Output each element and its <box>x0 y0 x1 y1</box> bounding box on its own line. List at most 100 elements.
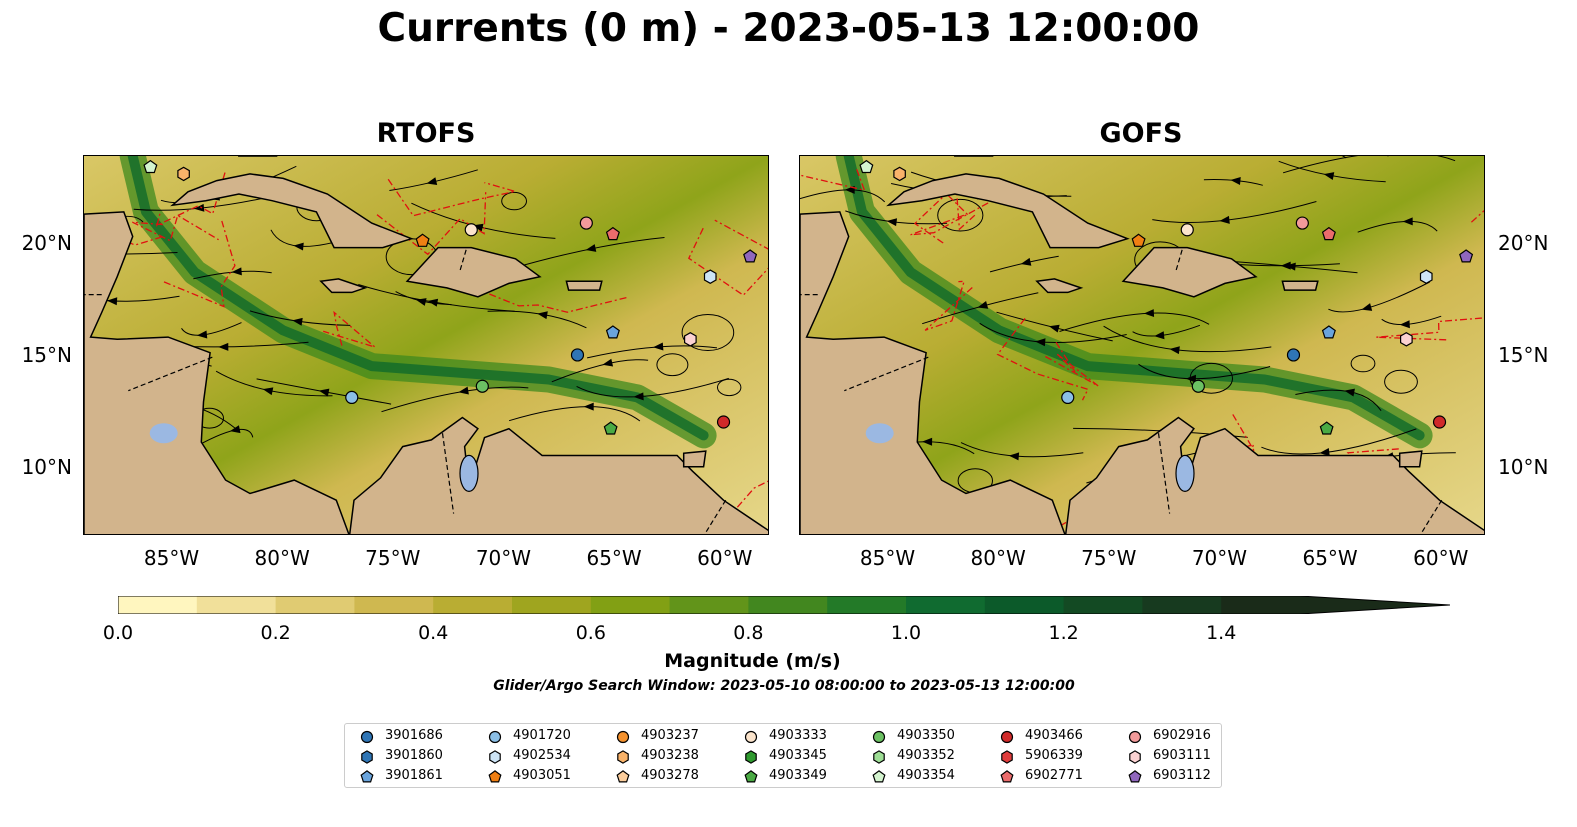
legend-label: 4903349 <box>769 768 827 783</box>
legend-label: 4903278 <box>641 768 699 783</box>
eez-line <box>156 172 226 227</box>
streamline-arrow <box>1399 320 1410 329</box>
legend-marker <box>616 730 630 744</box>
land-polygon <box>565 280 603 291</box>
streamline-arrow <box>1185 374 1196 383</box>
rtofs-map[interactable] <box>83 155 769 535</box>
land <box>800 156 1484 534</box>
y-tick-label-left: 15°N <box>21 343 72 368</box>
map-canvas <box>800 156 1484 534</box>
streamline-arrow <box>633 392 644 401</box>
country-border <box>704 499 727 534</box>
streamline-arrow <box>1008 452 1020 461</box>
land-polygon <box>319 278 368 294</box>
streamline-arrow <box>194 203 205 212</box>
eddie <box>501 191 528 211</box>
streamline-arrow <box>1035 338 1046 347</box>
colorbar-tick-label: 0.0 <box>102 622 134 644</box>
pentagon-icon <box>488 770 502 783</box>
hexagon-icon <box>489 750 501 764</box>
map-canvas <box>84 156 768 534</box>
eddie <box>656 353 689 377</box>
circle-icon <box>360 730 374 744</box>
gofs-map[interactable] <box>799 155 1485 535</box>
legend-marker <box>1128 730 1142 744</box>
colorbar-segment <box>1142 596 1222 614</box>
streamline-arrow <box>1143 309 1155 318</box>
lake-maracaibo <box>1175 454 1195 492</box>
float-4902534 <box>1419 269 1433 284</box>
colorbar-segment <box>196 596 277 614</box>
colorbar-segment <box>512 596 592 614</box>
circle-icon <box>616 730 630 744</box>
streamline-arrow <box>218 342 229 351</box>
streamline-arrow <box>1344 388 1355 397</box>
search-window-note: Glider/Argo Search Window: 2023-05-10 08… <box>493 678 1075 694</box>
country-border <box>1175 247 1184 271</box>
colorbar-segment <box>1221 596 1301 614</box>
streamline-arrow <box>585 244 597 252</box>
float-4903238 <box>177 166 190 182</box>
legend-marker <box>744 770 758 783</box>
streamline-arrow <box>1020 257 1032 266</box>
streamline-arrow <box>1154 331 1165 340</box>
legend-label: 4903350 <box>897 728 955 743</box>
legend-marker <box>873 750 885 764</box>
streamline-arrow <box>1285 262 1296 271</box>
legend-label: 5906339 <box>1025 748 1083 763</box>
streamline-arrow <box>231 267 242 276</box>
legend-label: 6902771 <box>1025 768 1083 783</box>
eddie <box>717 378 742 397</box>
float-markers <box>859 159 1474 435</box>
legend-marker <box>361 750 373 764</box>
float-4903051 <box>415 233 430 247</box>
float-legend: 3901686 3901860 3901861 4901720 4902534 49030… <box>344 723 1222 788</box>
float-6903112 <box>1459 249 1474 263</box>
streamline-arrow <box>1169 346 1180 355</box>
x-tick-label: 65°W <box>586 546 642 570</box>
streamline-arrow <box>458 386 469 395</box>
streamline-arrow <box>293 242 304 251</box>
colorbar-tick-label: 0.6 <box>575 622 606 644</box>
streamline-arrow <box>583 402 594 411</box>
legend-label: 4901720 <box>513 728 571 743</box>
legend-marker <box>872 770 886 783</box>
eez-line <box>626 533 631 534</box>
legend-marker <box>1128 770 1142 783</box>
rtofs-panel-title: RTOFS <box>376 118 476 149</box>
eez-line <box>1376 317 1484 341</box>
legend-label: 6903111 <box>1153 748 1211 763</box>
float-3901686 <box>1286 348 1301 362</box>
eez-line <box>996 318 1089 401</box>
legend-label: 3901686 <box>385 728 443 743</box>
pentagon-icon <box>872 770 886 783</box>
streamline <box>1282 156 1456 174</box>
streamline-arrow <box>886 218 898 227</box>
country-border <box>128 356 213 392</box>
eez-line <box>477 288 627 313</box>
legend-marker <box>1000 770 1014 783</box>
float-4903051 <box>1131 233 1146 247</box>
streamline-arrow <box>229 425 241 434</box>
streamline-arrow <box>977 301 989 309</box>
legend-marker <box>360 770 374 783</box>
figure-title: Currents (0 m) - 2023-05-13 12:00:00 <box>377 6 1200 51</box>
country-border <box>459 247 468 271</box>
x-tick-label: 85°W <box>859 546 916 570</box>
hexagon-icon <box>1129 750 1141 764</box>
colorbar-segment <box>118 596 198 614</box>
streamline-arrow <box>1048 324 1060 333</box>
float-4903238 <box>893 166 906 182</box>
legend-marker <box>360 730 374 744</box>
float-4903354 <box>143 159 158 174</box>
float-3901686 <box>570 348 585 362</box>
y-tick-label-left: 10°N <box>21 454 72 479</box>
land-polygon <box>1281 280 1319 291</box>
circle-icon <box>1128 730 1142 744</box>
hexagon-icon <box>745 750 757 764</box>
eez-line <box>132 214 219 242</box>
x-tick-label: 65°W <box>1302 546 1358 570</box>
legend-marker <box>617 750 629 764</box>
legend-label: 4903237 <box>641 728 699 743</box>
land-polygon <box>84 211 350 534</box>
